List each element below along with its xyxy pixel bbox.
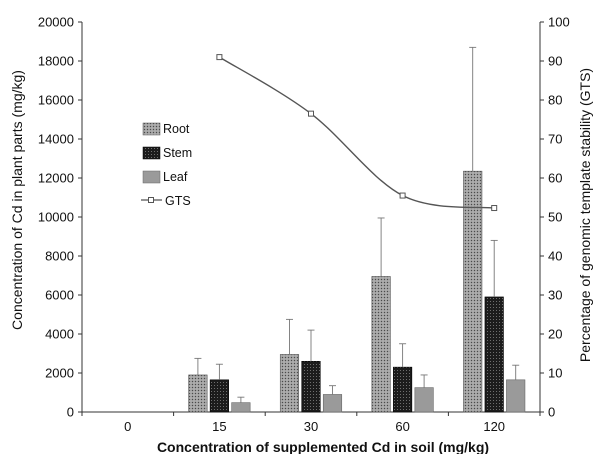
y-tick-label: 14000 <box>38 132 74 147</box>
gts-point <box>308 110 314 117</box>
x-tick-label: 0 <box>124 419 131 434</box>
y-tick-label: 10000 <box>38 210 74 225</box>
y-tick-label: 8000 <box>45 249 74 264</box>
left-axis-ticks: 0 2000 4000 6000 8000 10000 12000 14000 16000 180… <box>38 15 82 420</box>
y-tick-label: 12000 <box>38 171 74 186</box>
bar-leaf <box>322 394 343 413</box>
legend-marker-gts <box>148 197 154 203</box>
y-tick-label: 6000 <box>45 288 74 303</box>
bar-root <box>371 276 391 413</box>
y-tick-label: 2000 <box>45 366 74 381</box>
bar-stem <box>209 379 229 413</box>
legend-label-leaf: Leaf <box>163 170 188 184</box>
y2-tick-label: 30 <box>548 288 562 303</box>
error-bars <box>194 46 520 403</box>
bar-stem <box>484 296 504 413</box>
legend-swatch-root <box>142 122 161 136</box>
y2-axis-label: Percentage of genomic template stability… <box>577 68 593 362</box>
bar-leaf <box>231 402 251 413</box>
legend-swatch-leaf <box>142 170 161 184</box>
bars <box>188 170 526 413</box>
y2-tick-label: 60 <box>548 171 562 186</box>
y-tick-label: 16000 <box>38 93 74 108</box>
y-axis-label: Concentration of Cd in plant parts (mg/k… <box>9 70 25 330</box>
y2-tick-label: 10 <box>548 366 562 381</box>
legend-swatch-stem <box>142 146 161 160</box>
right-axis-ticks: 0 10 20 30 40 50 60 70 80 90 100 <box>540 15 570 420</box>
x-tick-label: 60 <box>395 419 409 434</box>
bar-stem <box>301 360 321 413</box>
x-tick-label: 15 <box>212 419 226 434</box>
y2-tick-label: 100 <box>548 15 570 30</box>
y2-tick-label: 0 <box>548 405 555 420</box>
y-tick-label: 4000 <box>45 327 74 342</box>
legend: Root Stem Leaf GTS <box>141 122 192 208</box>
y2-tick-label: 70 <box>548 132 562 147</box>
y2-tick-label: 20 <box>548 327 562 342</box>
bar-leaf <box>414 387 434 413</box>
y-tick-label: 20000 <box>38 15 74 30</box>
x-tick-label: 30 <box>304 419 318 434</box>
gts-point <box>216 54 223 61</box>
legend-label-root: Root <box>163 122 190 136</box>
legend-label-gts: GTS <box>165 194 191 208</box>
gts-point <box>399 192 406 199</box>
x-tick-label: 120 <box>483 419 505 434</box>
x-axis-ticks: 0 15 30 60 120 <box>81 412 541 434</box>
y2-tick-label: 90 <box>548 54 562 69</box>
y2-tick-label: 80 <box>548 93 562 108</box>
y2-tick-label: 40 <box>548 249 562 264</box>
bar-root <box>188 374 208 413</box>
bar-leaf <box>506 379 526 413</box>
legend-label-stem: Stem <box>163 146 192 160</box>
gts-point <box>491 205 498 212</box>
bar-root <box>279 354 300 413</box>
y2-tick-label: 50 <box>548 210 562 225</box>
y-tick-label: 18000 <box>38 54 74 69</box>
y-tick-label: 0 <box>67 405 74 420</box>
gts-line-series <box>216 54 498 212</box>
x-axis-label: Concentration of supplemented Cd in soil… <box>157 439 489 454</box>
gts-line <box>219 56 495 209</box>
bar-stem <box>393 366 413 413</box>
